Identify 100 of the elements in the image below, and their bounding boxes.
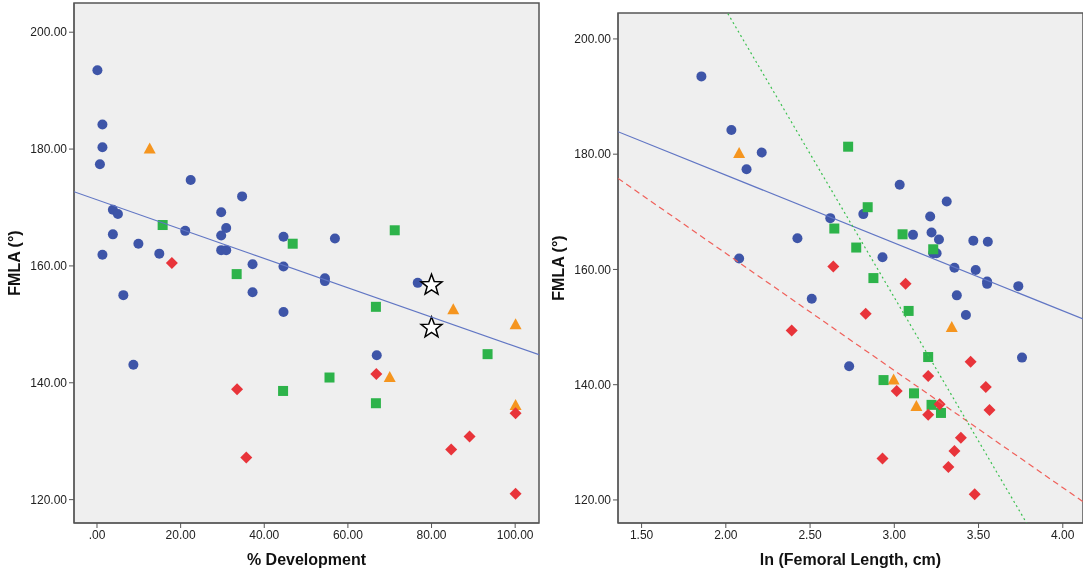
- y-tick-label: 200.00: [574, 32, 612, 47]
- point: [128, 359, 139, 370]
- point: [859, 307, 872, 320]
- point: [734, 253, 745, 264]
- point: [165, 257, 178, 269]
- x-tick-label: 1.50: [629, 527, 654, 542]
- point: [482, 349, 493, 360]
- point: [876, 452, 889, 465]
- point: [741, 164, 752, 175]
- point: [945, 321, 958, 333]
- point: [97, 249, 108, 260]
- point: [851, 242, 862, 253]
- point: [925, 211, 936, 222]
- point: [843, 141, 854, 152]
- point: [983, 404, 996, 417]
- x-tick-label: 40.00: [249, 527, 280, 542]
- point: [910, 400, 923, 412]
- point: [240, 451, 253, 464]
- point: [785, 324, 798, 337]
- point: [970, 265, 981, 276]
- y-tick-label: 120.00: [574, 493, 612, 508]
- point: [447, 303, 460, 315]
- point: [509, 318, 522, 330]
- point: [1013, 281, 1024, 292]
- point: [412, 277, 423, 288]
- point: [420, 273, 443, 295]
- point: [877, 252, 888, 263]
- y-axis-title: FMLA (°): [549, 235, 567, 301]
- point: [868, 273, 879, 284]
- point: [389, 225, 400, 236]
- point: [237, 191, 248, 202]
- point: [509, 487, 522, 500]
- x-tick-label: .00: [88, 527, 106, 542]
- point: [887, 373, 900, 385]
- point: [941, 196, 952, 207]
- point: [185, 175, 196, 186]
- point: [445, 443, 458, 456]
- point: [926, 227, 937, 238]
- y-tick-label: 180.00: [30, 142, 68, 157]
- point: [922, 370, 935, 383]
- y-tick-label: 120.00: [30, 492, 68, 507]
- point: [968, 235, 979, 246]
- point: [979, 381, 992, 393]
- point: [509, 407, 522, 420]
- point: [878, 375, 889, 386]
- point: [420, 316, 443, 338]
- point: [696, 71, 707, 82]
- point: [329, 233, 340, 244]
- point: [278, 307, 289, 318]
- x-tick-label: 3.50: [966, 527, 991, 542]
- y-tick-label: 200.00: [30, 25, 68, 40]
- point: [894, 179, 905, 190]
- point: [908, 229, 919, 240]
- point: [923, 352, 934, 363]
- y-tick-label: 140.00: [30, 376, 68, 391]
- y-axis-title: FMLA (°): [5, 230, 23, 296]
- point: [231, 269, 242, 280]
- point: [278, 231, 289, 242]
- point: [890, 385, 903, 398]
- point: [154, 248, 165, 259]
- point: [1017, 352, 1028, 363]
- point: [97, 119, 108, 130]
- point: [143, 142, 156, 154]
- point: [942, 461, 955, 474]
- point: [899, 277, 912, 290]
- point: [982, 236, 993, 247]
- point: [287, 238, 298, 249]
- point: [954, 431, 967, 444]
- point: [933, 398, 946, 411]
- point: [827, 260, 840, 273]
- point: [118, 290, 129, 301]
- point: [97, 142, 108, 153]
- point: [370, 301, 381, 312]
- point: [897, 229, 908, 240]
- point: [862, 202, 873, 213]
- point: [247, 259, 258, 270]
- y-tick-label: 140.00: [574, 377, 612, 392]
- x-tick-label: 2.50: [798, 527, 823, 542]
- x-tick-label: 3.00: [882, 527, 907, 542]
- point: [107, 229, 118, 240]
- x-axis-title: % Development: [246, 551, 367, 568]
- y-tick-label: 160.00: [574, 262, 612, 277]
- point: [216, 230, 227, 241]
- point: [231, 383, 244, 396]
- point: [383, 370, 396, 382]
- point: [247, 287, 258, 298]
- point: [94, 159, 105, 170]
- point: [463, 430, 476, 443]
- point: [806, 293, 817, 304]
- point: [92, 65, 103, 76]
- x-tick-label: 100.00: [496, 527, 534, 542]
- point: [928, 244, 939, 255]
- point: [951, 290, 962, 301]
- point: [371, 350, 382, 361]
- point: [221, 222, 232, 233]
- point: [324, 372, 335, 383]
- point: [964, 355, 977, 368]
- point: [933, 234, 944, 245]
- point: [733, 147, 746, 159]
- x-axis-title: ln (Femoral Length, cm): [759, 551, 942, 568]
